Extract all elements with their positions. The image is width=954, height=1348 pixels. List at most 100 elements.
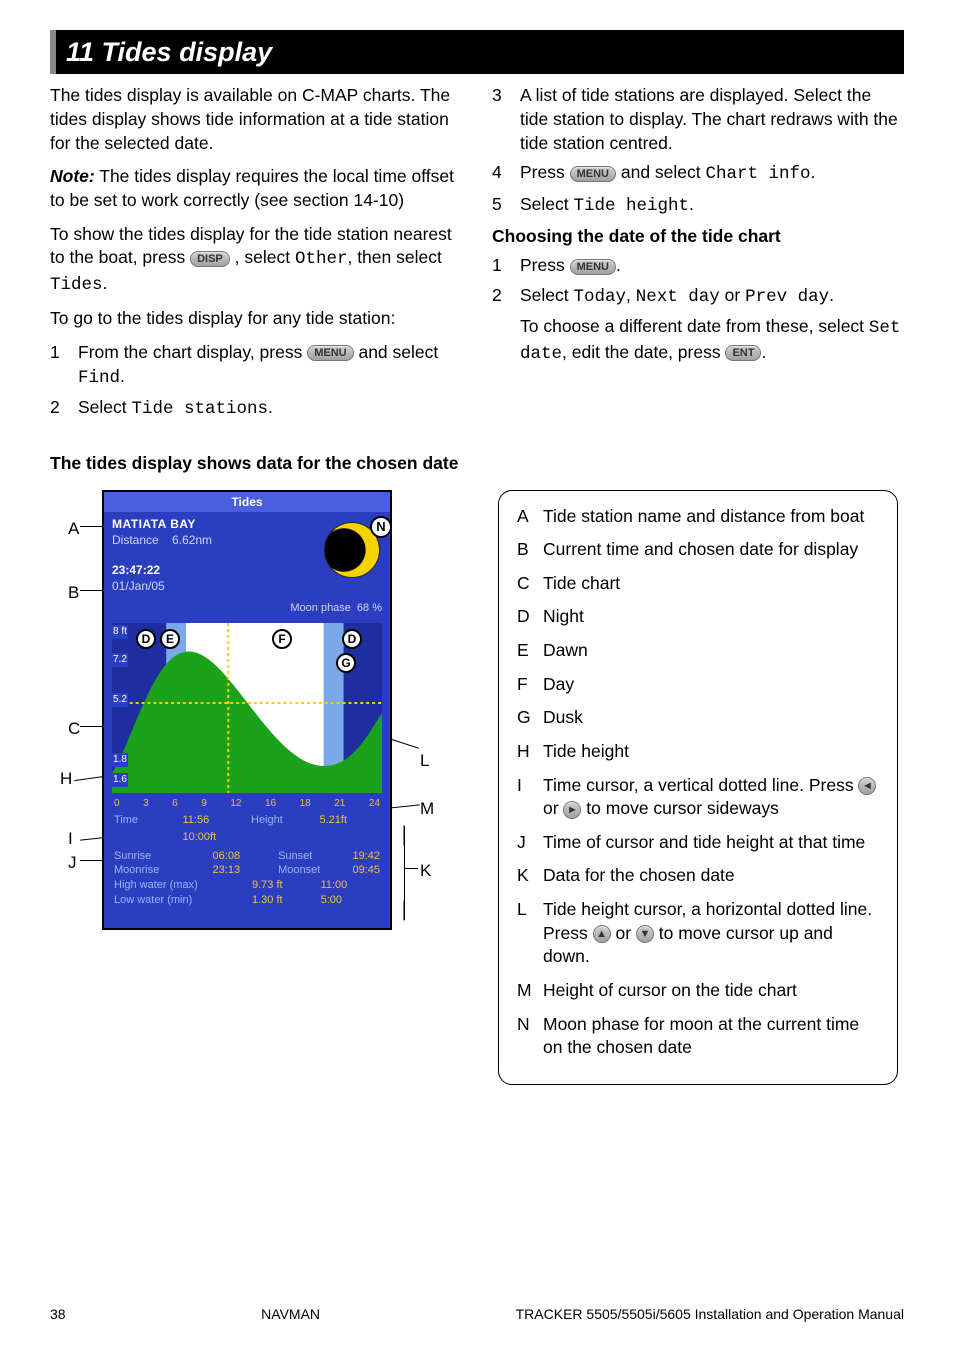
low-t: 5:00: [321, 893, 342, 908]
ytick-3: 1.8: [112, 753, 128, 767]
intro-columns: The tides display is available on C-MAP …: [50, 84, 904, 428]
lg-H-v: Tide height: [543, 740, 879, 764]
dist-label: Distance: [112, 533, 159, 547]
moonrise-lab: Moonrise: [114, 863, 195, 878]
tide-chart-svg: [112, 623, 382, 793]
high-h: 9.73 ft: [252, 878, 283, 893]
c2c: or: [720, 285, 745, 305]
step-4: 4 Press MENU and select Chart info.: [492, 161, 904, 187]
step-5-body: Select Tide height.: [520, 193, 904, 219]
moonrise: 23:13: [213, 863, 241, 878]
lg-L-b: or: [611, 923, 636, 943]
moonset-lab: Moonset: [278, 863, 334, 878]
label-C: C: [68, 718, 80, 741]
label-H: H: [60, 768, 72, 791]
p2c: , then select: [347, 247, 441, 267]
disp-button-icon: DISP: [190, 251, 230, 267]
lead-K-bar: [404, 826, 405, 920]
lg-I-v: Time cursor, a vertical dotted line. Pre…: [543, 774, 879, 821]
xt0: 0: [114, 797, 120, 811]
p2-tides: Tides: [50, 275, 103, 295]
step-3: 3 A list of tide stations are displayed.…: [492, 84, 904, 155]
page-number: 38: [50, 1305, 66, 1324]
cstep-2-body: Select Today, Next day or Prev day. To c…: [520, 284, 904, 367]
section-header: 11 Tides display: [50, 30, 904, 74]
s4c: .: [811, 162, 816, 182]
footer: 38 NAVMAN TRACKER 5505/5505i/5605 Instal…: [50, 1305, 904, 1324]
cd-time-val: 11:56: [183, 813, 244, 828]
diagram-row: A B C H I J L M K Tides: [50, 490, 904, 1085]
c2b: ,: [626, 285, 636, 305]
lg-F-v: Day: [543, 673, 879, 697]
x-axis: 0 3 6 9 12 16 18 21 24: [104, 797, 390, 811]
lg-A-v: Tide station name and distance from boat: [543, 505, 879, 529]
lg-J-k: J: [517, 831, 543, 855]
sunrise: 06:08: [213, 849, 241, 864]
step-5-num: 5: [492, 193, 520, 219]
intro-note: Note: The tides display requires the loc…: [50, 165, 462, 212]
step-1: 1 From the chart display, press MENU and…: [50, 341, 462, 390]
right-column: 3 A list of tide stations are displayed.…: [492, 84, 904, 428]
c1b: .: [616, 255, 621, 275]
moon-pct: 68 %: [357, 601, 382, 616]
label-K: K: [420, 860, 431, 883]
high-t: 11:00: [321, 878, 348, 893]
right-arrow-icon: ►: [563, 801, 581, 819]
data-rows: Sunrise06:08Sunset19:42 Moonrise23:13Moo…: [104, 847, 390, 910]
lg-I-b: or: [543, 798, 563, 818]
c2e: To choose a different date from these, s…: [520, 316, 869, 336]
current-date: 01/Jan/05: [112, 578, 382, 594]
intro-p2: To show the tides display for the tide s…: [50, 223, 462, 298]
low-h: 1.30 ft: [252, 893, 283, 908]
sunset-lab: Sunset: [278, 849, 334, 864]
cstep-1-body: Press MENU.: [520, 254, 904, 278]
lg-E-k: E: [517, 639, 543, 663]
step-1-body: From the chart display, press MENU and s…: [78, 341, 462, 390]
note-label: Note:: [50, 166, 95, 186]
step-1-num: 1: [50, 341, 78, 390]
menu-button-icon: MENU: [570, 259, 616, 275]
label-I: I: [68, 828, 73, 851]
c2d: .: [829, 285, 834, 305]
step-4-num: 4: [492, 161, 520, 187]
s4a: Press: [520, 162, 570, 182]
lg-K-k: K: [517, 864, 543, 888]
s1a: From the chart display, press: [78, 342, 307, 362]
lg-I-a: Time cursor, a vertical dotted line. Pre…: [543, 775, 858, 795]
sunrise-lab: Sunrise: [114, 849, 195, 864]
lg-G-v: Dusk: [543, 706, 879, 730]
c2-next: Next day: [636, 287, 720, 307]
page: 11 Tides display The tides display is av…: [0, 0, 954, 1348]
lg-L-v: Tide height cursor, a horizontal dotted …: [543, 898, 879, 969]
left-steps: 1 From the chart display, press MENU and…: [50, 341, 462, 422]
lead-J: [80, 860, 102, 861]
lg-C-k: C: [517, 572, 543, 596]
lg-M-k: M: [517, 979, 543, 1003]
up-arrow-icon: ▲: [593, 925, 611, 943]
s5a: Select: [520, 194, 574, 214]
dist-val: 6.62nm: [172, 533, 212, 547]
choosing-date-head: Choosing the date of the tide chart: [492, 225, 904, 249]
legend-box: ATide station name and distance from boa…: [498, 490, 898, 1085]
cd-time-lab: Time: [114, 813, 175, 828]
ytick-1: 7.2: [112, 653, 128, 667]
tides-screen: Tides N MATIATA BAY Distance 6.62nm 23:4…: [102, 490, 392, 930]
label-J: J: [68, 852, 77, 875]
p2d: .: [103, 273, 108, 293]
brand: NAVMAN: [261, 1305, 320, 1324]
xt1: 3: [143, 797, 149, 811]
lg-J-v: Time of cursor and tide height at that t…: [543, 831, 879, 855]
moon-label: Moon phase: [290, 601, 351, 616]
c2a: Select: [520, 285, 574, 305]
lg-G-k: G: [517, 706, 543, 730]
menu-button-icon: MENU: [307, 345, 353, 361]
lg-F-k: F: [517, 673, 543, 697]
cd-h-lab: Height: [251, 813, 312, 828]
xt8: 24: [369, 797, 380, 811]
left-arrow-icon: ◄: [858, 777, 876, 795]
s2-tidestations: Tide stations: [132, 399, 269, 419]
moonset: 09:45: [352, 863, 380, 878]
label-M: M: [420, 798, 434, 821]
s5-tideheight: Tide height: [574, 196, 690, 216]
low-lab: Low water (min): [114, 893, 234, 908]
